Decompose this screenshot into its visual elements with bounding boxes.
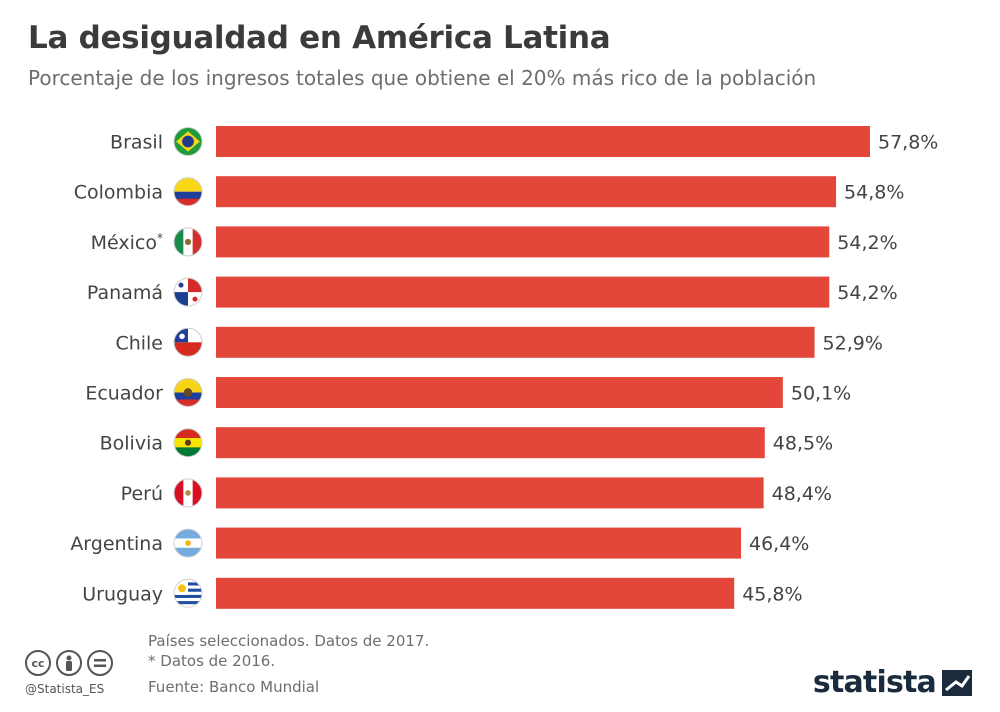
bar (216, 226, 830, 258)
peru-flag-icon (174, 478, 202, 507)
value-label: 52,9% (823, 332, 883, 354)
brand-logo: statista (813, 665, 972, 700)
bar (216, 326, 815, 358)
category-label: México* (91, 231, 163, 254)
footnote-line-2: * Datos de 2016. (148, 652, 276, 670)
footnote-line-1: Países seleccionados. Datos de 2017. (148, 632, 430, 650)
argentina-flag-icon (174, 529, 202, 558)
statista-logo-icon (942, 669, 972, 696)
footnotes: Países seleccionados. Datos de 2017. * D… (148, 631, 429, 671)
brazil-flag-icon (174, 127, 202, 156)
brand-name: statista (812, 665, 937, 700)
panama-flag-icon (174, 278, 202, 307)
value-label: 54,8% (844, 182, 904, 204)
chart-subtitle: Porcentaje de los ingresos totales que o… (28, 66, 817, 90)
value-label: 54,2% (837, 232, 897, 254)
social-handle: @Statista_ES (25, 682, 105, 696)
value-label: 45,8% (742, 583, 802, 605)
source-note: Fuente: Banco Mundial (148, 678, 320, 696)
bar (216, 577, 735, 609)
value-label: 48,5% (773, 433, 833, 455)
chart-title: La desigualdad en América Latina (28, 20, 611, 56)
bar-chart: Brasil 57,8% Colombia 54,8% México* 54,2% Pana… (70, 126, 938, 609)
category-label: Brasil (110, 132, 163, 154)
category-label: Uruguay (82, 583, 163, 605)
value-label: 46,4% (749, 533, 809, 555)
value-label: 48,4% (772, 483, 832, 505)
bar (216, 176, 837, 208)
category-label: Perú (121, 483, 163, 505)
category-label: Chile (115, 332, 163, 354)
bar (216, 427, 765, 459)
category-label: Ecuador (85, 383, 163, 405)
bar (216, 377, 783, 408)
category-label: Colombia (74, 182, 163, 204)
bolivia-flag-icon (174, 428, 202, 457)
value-label: 54,2% (837, 282, 897, 304)
equals-icon (87, 650, 113, 676)
value-label: 57,8% (878, 132, 938, 154)
category-label: Argentina (70, 533, 163, 555)
value-label: 50,1% (791, 383, 851, 405)
category-label: Bolivia (100, 433, 163, 455)
bar (216, 477, 764, 509)
bar (216, 126, 870, 157)
category-label: Panamá (87, 282, 163, 304)
license-icons: cc (25, 650, 113, 676)
bar (216, 527, 742, 559)
colombia-flag-icon (174, 177, 202, 206)
cc-icon: cc (25, 650, 51, 676)
person-icon (56, 650, 82, 676)
bar (216, 276, 830, 308)
ecuador-flag-icon (174, 378, 202, 407)
mexico-flag-icon (174, 227, 202, 256)
